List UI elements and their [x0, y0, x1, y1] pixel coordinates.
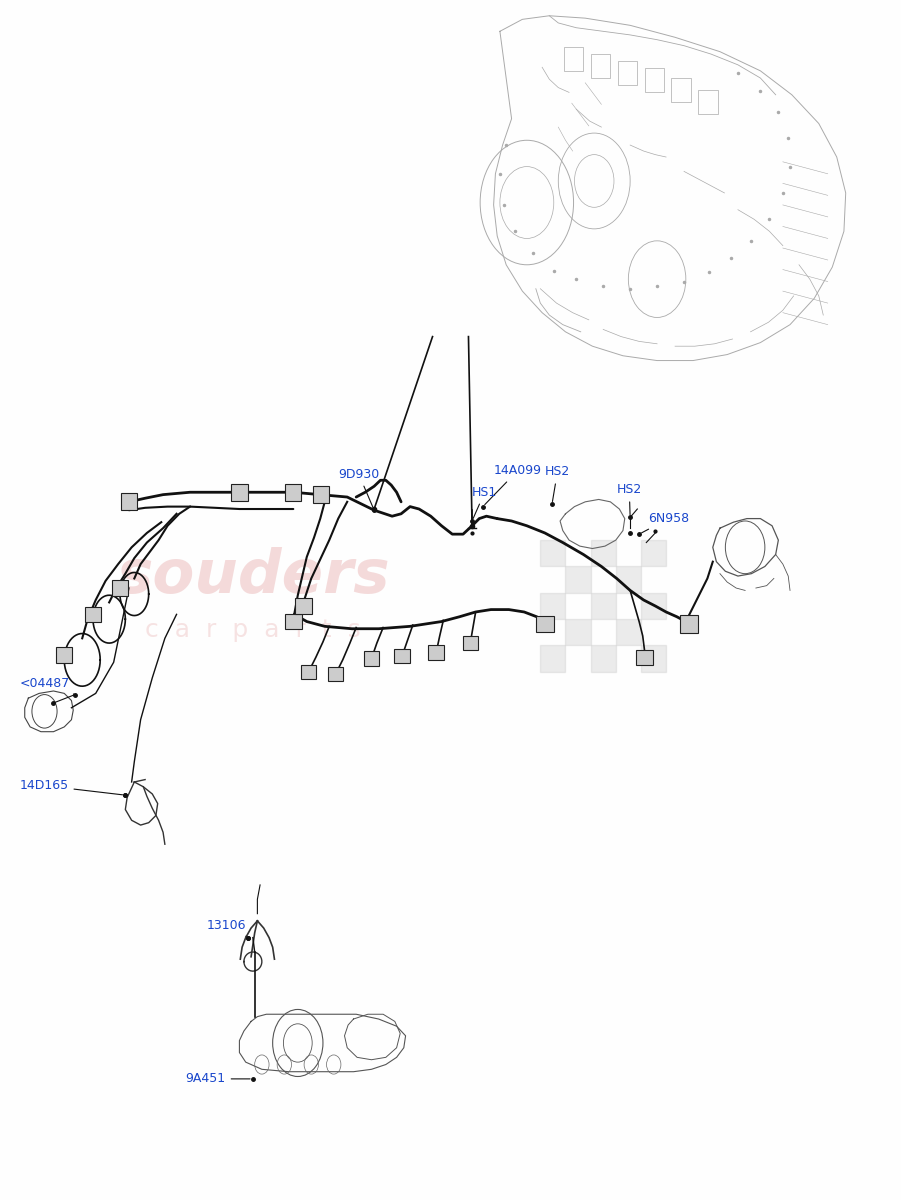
- Bar: [429, 646, 444, 660]
- Bar: [641, 646, 666, 672]
- Bar: [566, 646, 591, 672]
- Bar: [541, 540, 566, 566]
- Bar: [671, 78, 691, 102]
- Bar: [541, 593, 566, 619]
- Bar: [286, 484, 302, 500]
- Bar: [617, 61, 637, 85]
- Bar: [295, 599, 312, 613]
- Bar: [564, 47, 584, 71]
- Text: 9A451: 9A451: [186, 1073, 250, 1085]
- Bar: [462, 636, 478, 650]
- Bar: [121, 493, 137, 510]
- Bar: [328, 667, 343, 682]
- Text: HS1: HS1: [472, 486, 497, 518]
- Bar: [698, 90, 718, 114]
- Bar: [112, 581, 128, 596]
- Text: c  a  r  p  a  r  t  s: c a r p a r t s: [145, 618, 360, 642]
- Bar: [541, 619, 566, 646]
- Bar: [591, 54, 610, 78]
- Bar: [591, 646, 615, 672]
- Bar: [641, 593, 666, 619]
- Bar: [566, 593, 591, 619]
- Bar: [541, 646, 566, 672]
- Bar: [541, 566, 566, 593]
- Text: <04487: <04487: [19, 677, 75, 695]
- Bar: [615, 646, 641, 672]
- Text: 9D930: 9D930: [338, 468, 379, 508]
- Text: 14A099: 14A099: [485, 464, 542, 505]
- Bar: [591, 566, 615, 593]
- Bar: [395, 649, 410, 664]
- Text: HS2: HS2: [616, 484, 642, 515]
- Bar: [615, 540, 641, 566]
- Text: HS2: HS2: [545, 466, 570, 502]
- Bar: [566, 619, 591, 646]
- Text: souders: souders: [116, 546, 390, 606]
- Text: 6N958: 6N958: [642, 512, 689, 533]
- Bar: [566, 540, 591, 566]
- Bar: [636, 650, 652, 665]
- Bar: [641, 566, 666, 593]
- Bar: [644, 68, 664, 92]
- Bar: [641, 540, 666, 566]
- Bar: [615, 619, 641, 646]
- Bar: [536, 616, 554, 632]
- Bar: [591, 540, 615, 566]
- Bar: [615, 566, 641, 593]
- Bar: [615, 593, 641, 619]
- Text: 14D165: 14D165: [19, 779, 123, 794]
- Bar: [285, 613, 302, 629]
- Bar: [364, 652, 379, 666]
- Bar: [85, 606, 101, 622]
- Text: 13106: 13106: [206, 919, 246, 936]
- Bar: [313, 486, 329, 503]
- Bar: [301, 665, 316, 679]
- Bar: [591, 593, 615, 619]
- Bar: [679, 614, 697, 632]
- Bar: [591, 619, 615, 646]
- Bar: [641, 619, 666, 646]
- Bar: [566, 566, 591, 593]
- Bar: [56, 647, 72, 662]
- Bar: [232, 484, 248, 500]
